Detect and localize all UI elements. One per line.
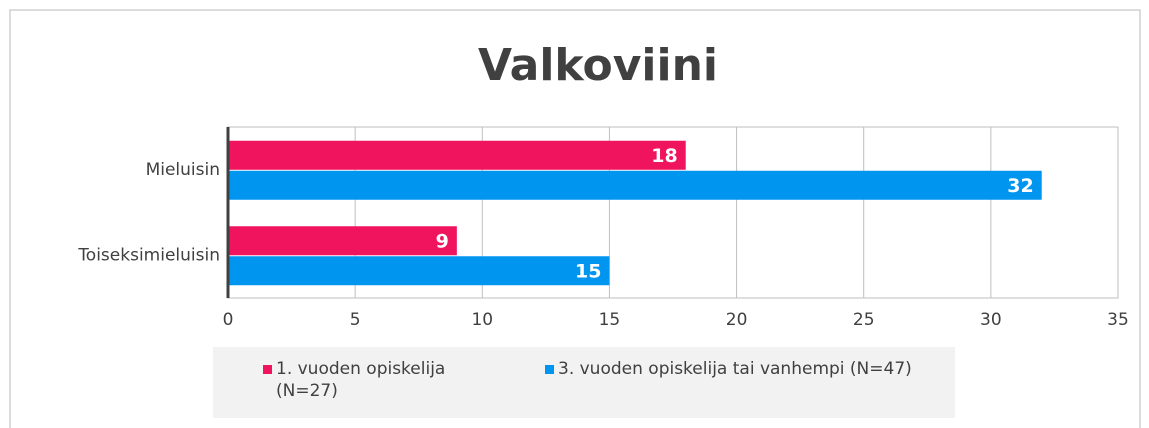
bar <box>228 170 1042 200</box>
x-tick-label: 30 <box>980 310 1002 330</box>
legend-label: 3. vuoden opiskelija tai vanhempi (N=47) <box>558 359 912 379</box>
bar <box>228 256 610 286</box>
legend-item: 1. vuoden opiskelija (N=27) <box>263 358 493 402</box>
x-tick-label: 0 <box>223 310 234 330</box>
x-tick-label: 35 <box>1107 310 1129 330</box>
chart-frame <box>9 9 1141 428</box>
data-label: 15 <box>575 260 601 282</box>
x-tick-label: 20 <box>726 310 748 330</box>
bar <box>228 140 686 170</box>
legend-label: 1. vuoden opiskelija (N=27) <box>276 359 446 401</box>
x-tick-label: 15 <box>599 310 621 330</box>
data-label: 32 <box>1007 175 1033 197</box>
legend-swatch <box>263 365 272 374</box>
legend-item: 3. vuoden opiskelija tai vanhempi (N=47) <box>545 358 925 380</box>
x-tick-label: 10 <box>471 310 493 330</box>
legend-swatch <box>545 365 554 374</box>
data-label: 9 <box>436 230 449 252</box>
data-label: 18 <box>651 145 677 167</box>
y-tick-label: Toiseksimieluisin <box>77 245 220 265</box>
legend-box <box>213 347 955 418</box>
x-tick-label: 25 <box>853 310 875 330</box>
chart-title: Valkoviini <box>478 40 718 91</box>
x-tick-label: 5 <box>350 310 361 330</box>
y-tick-label: Mieluisin <box>146 160 220 180</box>
bar <box>228 226 457 256</box>
